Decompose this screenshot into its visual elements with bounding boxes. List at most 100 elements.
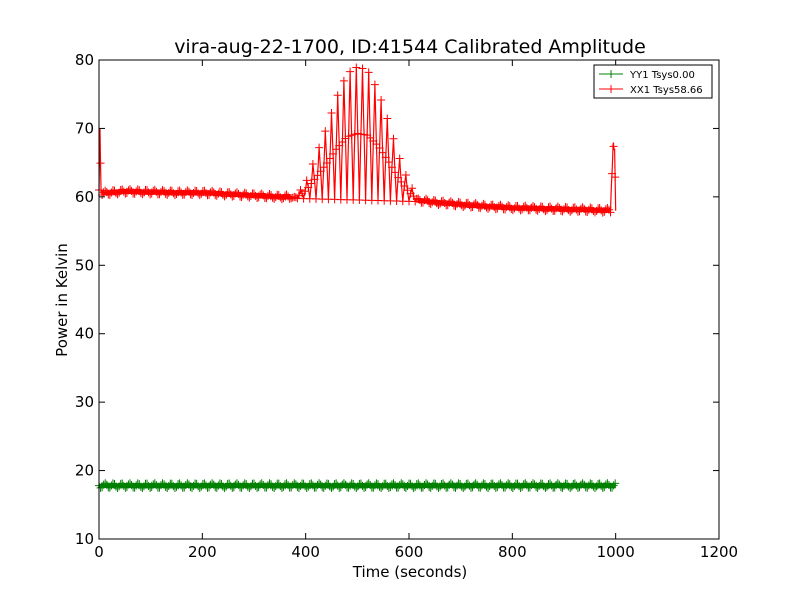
ticks-layer: 0 200 400 600 800 1000 1200 10 20 30 40 50 60 70 80 (75, 51, 738, 561)
data-point (414, 479, 423, 488)
series-0 (95, 479, 620, 493)
data-point (401, 170, 410, 179)
data-point (319, 483, 328, 492)
y-tick-label: 60 (75, 188, 94, 206)
legend-label-yy1: YY1 Tsys0.00 (629, 70, 695, 81)
data-point (188, 483, 196, 492)
data-point (391, 168, 400, 177)
data-point (408, 184, 417, 193)
data-point (558, 483, 567, 492)
data-point (346, 67, 355, 76)
data-point (426, 483, 435, 492)
y-tick-label: 40 (75, 325, 94, 343)
data-point (329, 149, 338, 158)
data-point (307, 479, 316, 488)
data-point (358, 64, 367, 73)
data-point (546, 479, 555, 488)
data-point (383, 114, 392, 123)
data-point (208, 186, 217, 195)
data-point (471, 199, 480, 208)
data-point (426, 200, 435, 209)
data-point (282, 479, 291, 488)
data-point (232, 188, 241, 197)
data-point (315, 143, 324, 152)
data-point (422, 194, 431, 203)
y-tick-label: 30 (75, 393, 94, 411)
y-tick-label: 50 (75, 256, 94, 274)
data-point (220, 484, 229, 493)
y-tick-label: 10 (75, 530, 94, 548)
data-point (333, 91, 342, 100)
data-point (603, 204, 612, 213)
x-tick-label: 1000 (597, 543, 635, 561)
data-point (484, 204, 493, 213)
data-point (188, 191, 196, 200)
data-point (126, 185, 134, 194)
data-point (321, 127, 330, 136)
data-point (609, 481, 618, 490)
data-point (439, 479, 448, 488)
data-point (310, 175, 319, 184)
data-point (387, 163, 396, 172)
data-point (163, 190, 172, 199)
data-point (451, 202, 460, 211)
data-point (101, 479, 110, 488)
legend-marker-xx1: + (606, 82, 616, 96)
data-point (389, 134, 398, 143)
data-point (325, 154, 334, 163)
data-point (384, 158, 393, 167)
data-point (611, 173, 620, 182)
data-point (352, 63, 361, 72)
y-tick-label: 70 (75, 119, 94, 137)
data-point (364, 479, 373, 488)
data-point (308, 160, 317, 169)
x-tick-label: 0 (94, 543, 104, 561)
data-point (150, 185, 159, 194)
x-tick-label: 600 (395, 543, 424, 561)
data-point (609, 142, 618, 151)
data-point (322, 159, 331, 168)
data-point (558, 207, 567, 216)
data-point (459, 484, 468, 493)
data-point (257, 479, 266, 488)
data-point (446, 197, 455, 206)
legend-label-xx1: XX1 Tsys58.66 (630, 85, 703, 96)
data-point (327, 109, 336, 118)
data-point (302, 176, 311, 185)
data-point (533, 206, 542, 215)
data-point (96, 159, 105, 168)
data-point (339, 76, 348, 85)
data-point (389, 479, 398, 488)
data-point (364, 68, 373, 77)
data-point (400, 182, 409, 191)
data-point (175, 186, 184, 195)
data-point (339, 479, 348, 488)
legend-box (593, 64, 713, 99)
data-point (496, 479, 505, 488)
data-point (521, 201, 530, 210)
data-point (521, 479, 530, 488)
data-point (611, 479, 620, 488)
data-point (533, 483, 542, 492)
data-point (163, 483, 172, 492)
data-point (212, 191, 221, 200)
data-point (150, 479, 159, 488)
data-point (232, 479, 241, 488)
series-layer (95, 63, 620, 493)
data-point (606, 208, 615, 217)
x-tick-label: 200 (188, 543, 217, 561)
data-point (378, 148, 387, 157)
data-point (546, 202, 555, 211)
plot-frame (98, 59, 720, 540)
legend: + YY1 Tsys0.00 + XX1 Tsys58.66 (593, 64, 713, 99)
data-point (508, 483, 517, 492)
data-point (138, 483, 147, 492)
data-point (591, 208, 599, 217)
data-point (578, 479, 587, 488)
data-point (566, 484, 575, 493)
x-tick-label: 400 (291, 543, 320, 561)
data-point (414, 194, 423, 203)
data-point (304, 183, 313, 192)
x-tick-label: 1200 (700, 543, 738, 561)
